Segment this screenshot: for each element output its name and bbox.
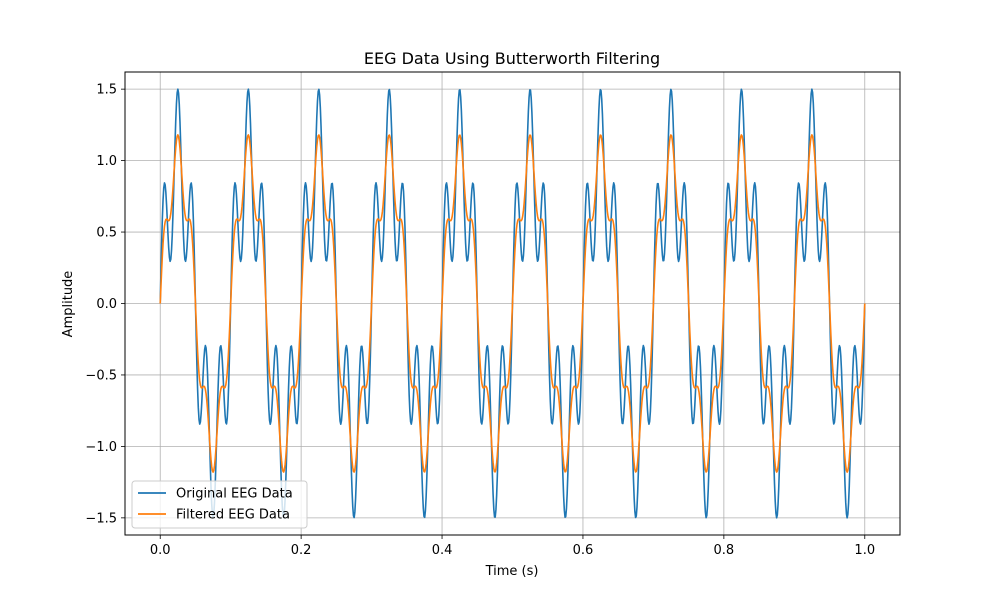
series-layer bbox=[159, 88, 866, 519]
chart-title: EEG Data Using Butterworth Filtering bbox=[364, 49, 660, 68]
axis-ticks: 0.0 0.2 0.4 0.6 0.8 1.0 1.5 1.0 0.5 0.0 −0.5 −1.0 −1… bbox=[85, 83, 875, 558]
legend-entry: Filtered EEG Data bbox=[176, 508, 290, 523]
x-axis-label: Time (s) bbox=[485, 564, 539, 579]
x-tick-label: 0.6 bbox=[573, 543, 594, 558]
y-tick-label: 0.0 bbox=[96, 297, 117, 312]
y-tick-label: 1.5 bbox=[96, 83, 117, 98]
y-tick-label: −1.0 bbox=[85, 440, 117, 455]
y-tick-label: 1.0 bbox=[96, 154, 117, 169]
x-tick-label: 0.4 bbox=[432, 543, 453, 558]
x-tick-label: 0.8 bbox=[714, 543, 735, 558]
x-tick-label: 0.0 bbox=[150, 543, 171, 558]
x-tick-label: 1.0 bbox=[854, 543, 875, 558]
x-tick-label: 0.2 bbox=[291, 543, 312, 558]
series-line-2 bbox=[159, 134, 866, 473]
legend-box bbox=[131, 480, 308, 529]
legend: Original EEG Data Filtered EEG Data bbox=[131, 480, 308, 529]
y-tick-label: −1.5 bbox=[85, 511, 117, 526]
y-tick-label: 0.5 bbox=[96, 226, 117, 241]
y-tick-label: −0.5 bbox=[85, 368, 117, 383]
y-axis-label: Amplitude bbox=[61, 271, 76, 338]
legend-entry: Original EEG Data bbox=[176, 487, 293, 502]
